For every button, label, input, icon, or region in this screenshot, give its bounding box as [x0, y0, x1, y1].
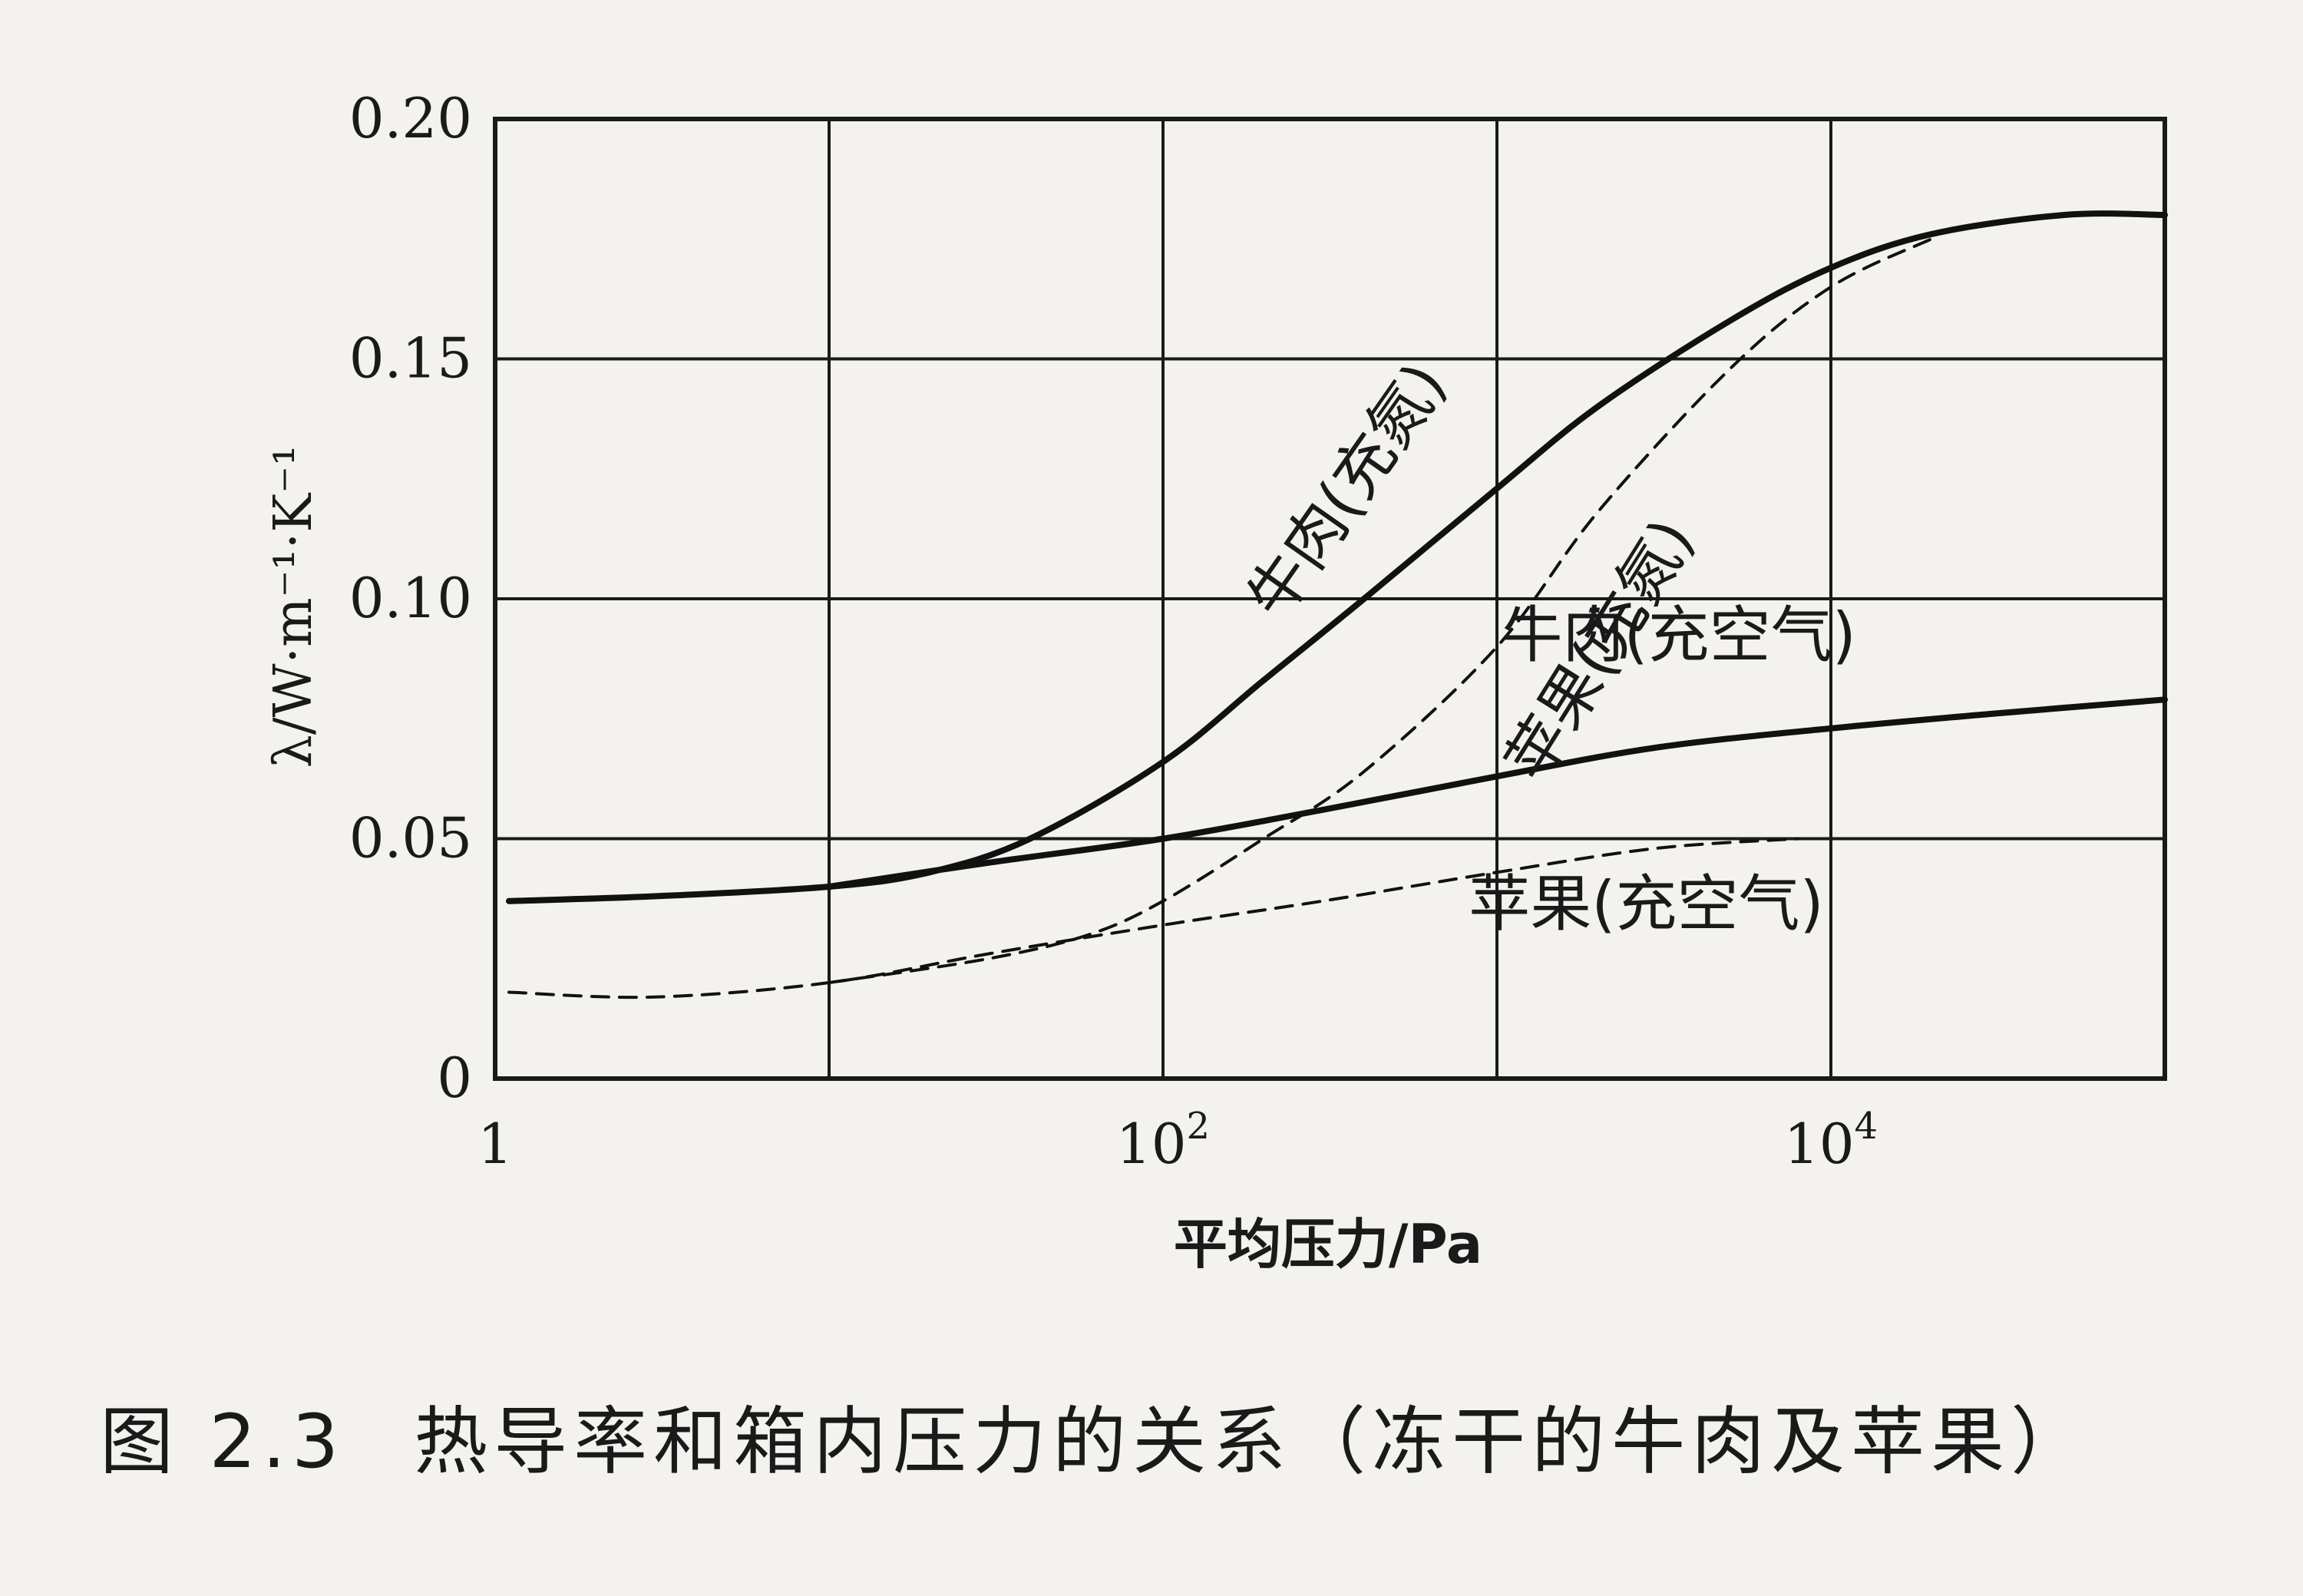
caption-text: 热导率和箱内压力的关系（冻干的牛肉及苹果） [414, 1399, 2091, 1485]
grid-lines [494, 117, 2166, 1080]
curve-label-1: 牛肉(充氮) [1234, 350, 1461, 632]
tick-labels: 0 0.05 0.10 0.15 0.20 1 102 104 [349, 86, 1878, 1176]
y-tick-label: 0.05 [349, 806, 472, 871]
y-axis-label: λ/W·m⁻¹·K⁻¹ [263, 445, 324, 768]
series-line-4 [507, 837, 1800, 1000]
y-tick-label: 0.15 [349, 326, 472, 391]
figure-number: 图 2.3 [100, 1399, 345, 1485]
x-tick-label: 102 [1116, 1105, 1210, 1176]
series-line-3 [826, 696, 2168, 890]
y-tick-label: 0.10 [349, 566, 472, 630]
x-tick-label: 104 [1784, 1105, 1878, 1176]
y-tick-label: 0.20 [349, 86, 472, 150]
x-tick-label: 1 [477, 1112, 513, 1176]
y-tick-label: 0 [437, 1046, 472, 1110]
curve-label-4: 苹果(充空气) [1469, 868, 1823, 940]
figure-caption: 图 2.3 热导率和箱内压力的关系（冻干的牛肉及苹果） [0, 1382, 2303, 1489]
curve-labels: 牛肉(充氮)苹果(充氮)牛肉(充空气)苹果(充空气) [1234, 350, 1856, 940]
x-axis-label: 平均压力/Pa [1174, 1213, 1482, 1276]
plot-frame [493, 117, 2167, 1081]
curve-label-3: 牛肉(充空气) [1501, 600, 1855, 671]
series-lines [506, 210, 2168, 1000]
axes [493, 117, 2167, 1081]
